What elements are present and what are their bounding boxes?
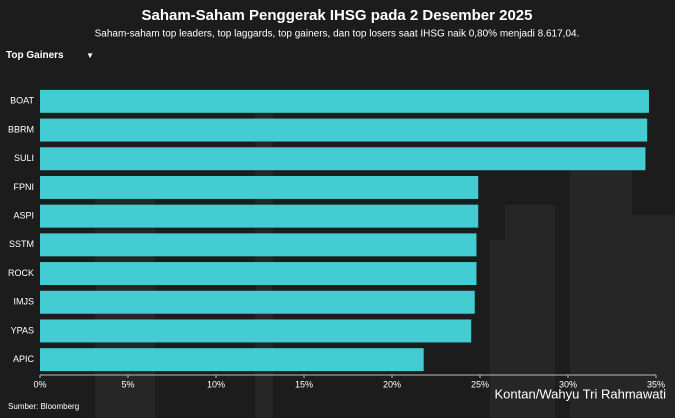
- dropdown-label: Top Gainers: [6, 50, 64, 61]
- credit: Kontan/Wahyu Tri Rahmawati: [495, 386, 667, 401]
- bar: [40, 175, 479, 199]
- bar: [40, 290, 475, 314]
- bar: [40, 204, 479, 228]
- y-tick-label: APIC: [13, 354, 35, 364]
- bar: [40, 118, 648, 142]
- source: Sumber: Bloomberg: [8, 402, 79, 411]
- x-tick-label: 10%: [207, 379, 225, 389]
- y-tick-label: BBRM: [8, 124, 34, 134]
- y-tick-label: ROCK: [8, 268, 34, 278]
- x-tick-label: 25%: [471, 379, 489, 389]
- x-tick-label: 20%: [383, 379, 401, 389]
- y-tick-label: ASPI: [13, 211, 34, 221]
- y-tick-label: SULI: [14, 153, 34, 163]
- bar: [40, 319, 472, 343]
- chart-title: Saham-Saham Penggerak IHSG pada 2 Desemb…: [141, 7, 532, 24]
- x-tick-label: 15%: [295, 379, 313, 389]
- y-tick-label: SSTM: [9, 239, 34, 249]
- bar: [40, 348, 424, 372]
- y-tick-label: BOAT: [10, 96, 34, 106]
- dropdown[interactable]: Top Gainers ▼: [6, 50, 98, 66]
- chart-subtitle: Saham-saham top leaders, top laggards, t…: [95, 29, 580, 40]
- bar: [40, 262, 477, 286]
- y-tick-label: IMJS: [13, 297, 34, 307]
- y-tick-label: FPNI: [13, 182, 34, 192]
- dropdown-arrow: ▼: [86, 51, 94, 60]
- bar: [40, 233, 477, 257]
- x-tick-label: 0%: [33, 379, 46, 389]
- x-tick-label: 35%: [647, 379, 665, 389]
- bar: [40, 147, 646, 171]
- y-tick-label: YPAS: [11, 325, 34, 335]
- bar: [40, 89, 649, 113]
- x-tick-label: 30%: [559, 379, 577, 389]
- x-tick-label: 5%: [121, 379, 134, 389]
